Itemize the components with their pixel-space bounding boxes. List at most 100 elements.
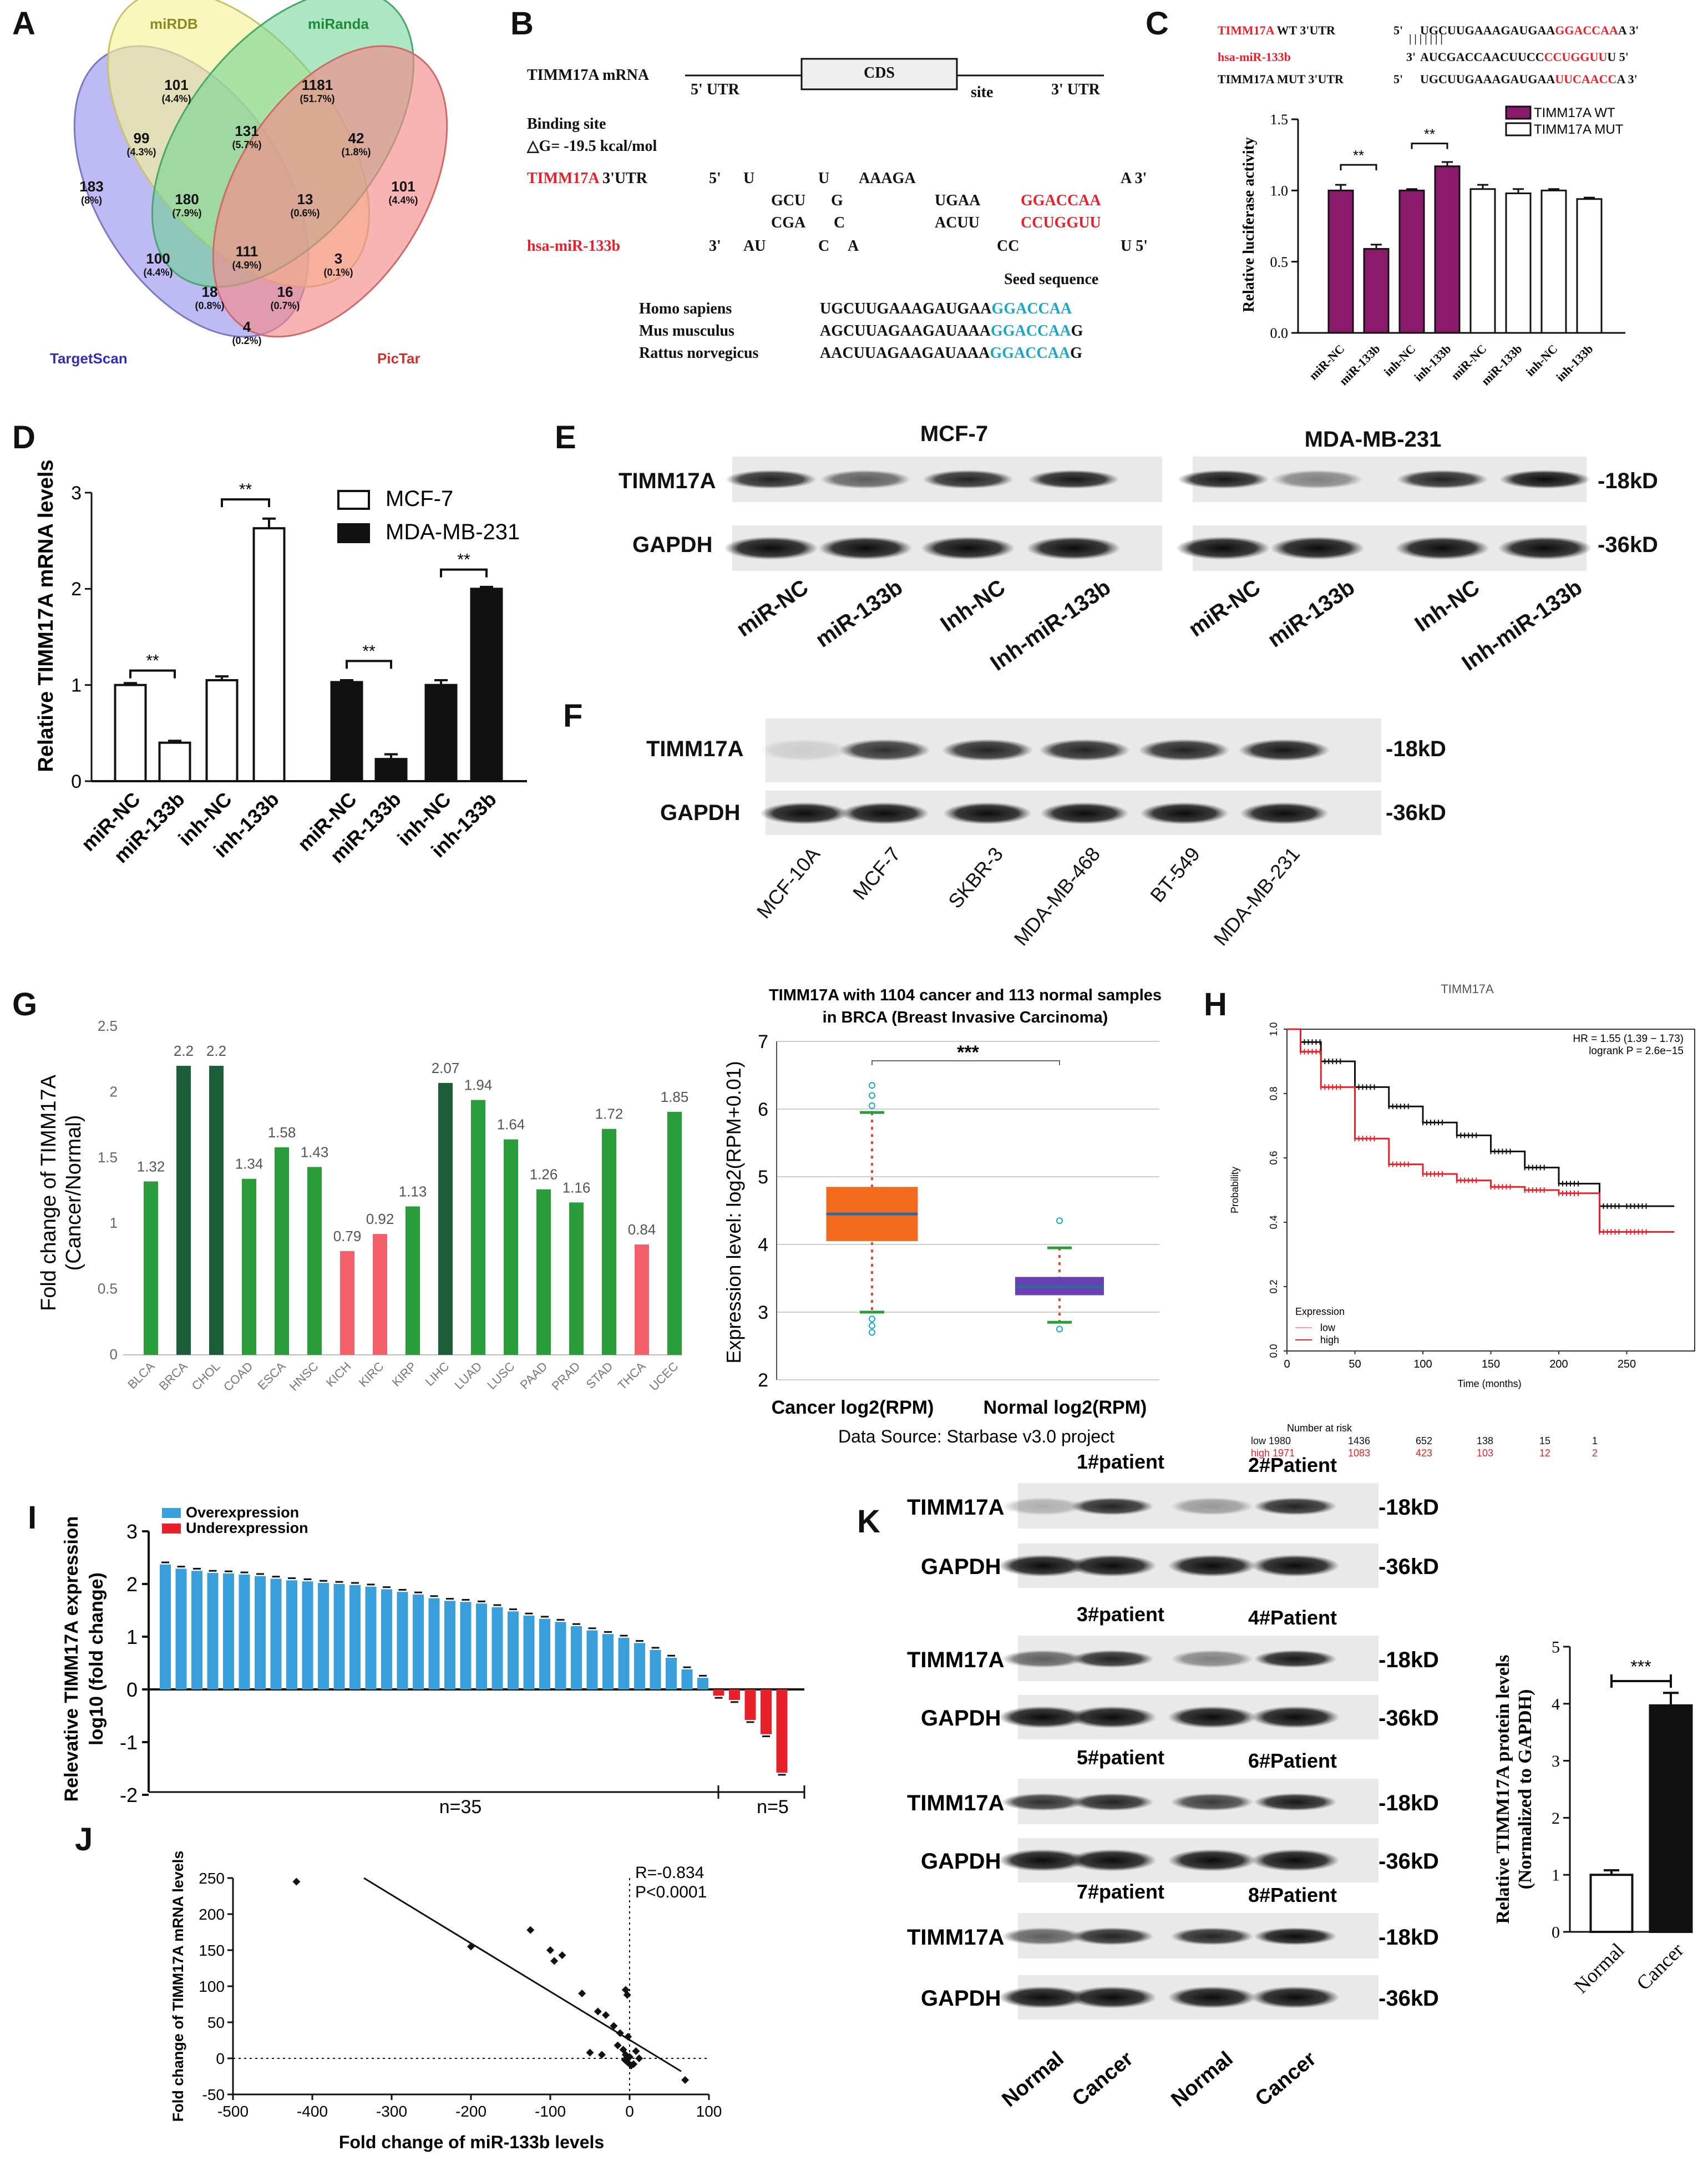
c-seq-post: A 3': [1616, 72, 1637, 86]
f-band-timm17a: [1138, 739, 1230, 761]
c-sig-label: **: [1424, 126, 1435, 143]
k-band-gapdh: [1068, 1849, 1157, 1871]
c-row-tail: WT 3'UTR: [1274, 23, 1336, 37]
g-y-tick-label: 0: [110, 1346, 118, 1363]
panel-label-d: D: [12, 419, 36, 456]
b-l4-a: 3': [709, 237, 721, 255]
c-sig-bracket: [1411, 143, 1448, 149]
k-band-gapdh: [1068, 1555, 1157, 1577]
j-x-tick-label: -500: [217, 2103, 249, 2120]
panel-label-g: G: [12, 986, 37, 1023]
h-risk-value: 1436: [1348, 1435, 1370, 1446]
j-point: [467, 1942, 475, 1951]
h-x-tick: 250: [1618, 1358, 1636, 1370]
f-band-timm17a: [1038, 739, 1131, 761]
i-y-label-2: log10 (fold change): [86, 1572, 107, 1745]
b-seed-title: Seed sequence: [1004, 271, 1098, 288]
f-band-timm17a: [839, 739, 931, 761]
b-mir-label: hsa-miR-133b: [527, 237, 620, 255]
c-row-gene: TIMM17A: [1218, 23, 1275, 37]
venn-region-pct: (4.4%): [388, 195, 418, 206]
g-box-y-tick: 5: [758, 1167, 768, 1188]
i-y-tick-label: 2: [126, 1573, 138, 1596]
c-y-tick-label: 1.0: [1270, 183, 1289, 199]
b-l4-e: CC: [997, 237, 1019, 255]
i-y-tick-label: 0: [126, 1678, 138, 1701]
h-risk-title: Number at risk: [1287, 1423, 1352, 1434]
c-bar: [1576, 198, 1603, 334]
e-band-timm17a: [922, 470, 1014, 489]
c-bar: [1327, 189, 1354, 334]
c-legend-swatch: [1505, 105, 1532, 120]
g-x-label: LUAD: [452, 1359, 484, 1392]
g-bar: [209, 1066, 224, 1355]
j-x-tick-label: -300: [376, 2103, 407, 2120]
i-bar: [381, 1589, 392, 1689]
k-patient-label: 4#Patient: [1248, 1606, 1337, 1629]
h-y-tick: 0.0: [1268, 1344, 1279, 1358]
g-bar: [438, 1082, 453, 1355]
g-x-label: KIRP: [389, 1359, 419, 1389]
k-row-timm17a: TIMM17A: [907, 1925, 1005, 1950]
h-x-tick: 200: [1549, 1358, 1568, 1370]
g-value-label: 1.85: [661, 1089, 689, 1105]
j-point: [292, 1877, 301, 1886]
c-y-tick-label: 0.5: [1270, 254, 1289, 270]
k-band-timm17a: [1001, 1927, 1084, 1945]
g-box-outlier: [869, 1092, 875, 1099]
g-bar: [602, 1128, 616, 1355]
g-bar: [471, 1100, 485, 1355]
c-seq-pre: AUCGACCAACUUCC: [1420, 50, 1544, 64]
k-size-36: -36kD: [1378, 1706, 1439, 1730]
i-bar: [776, 1689, 788, 1773]
venn-region-pct: (1.8%): [341, 146, 371, 158]
g-value-label: 2.2: [174, 1042, 194, 1059]
g-box-y-tick: 4: [758, 1234, 768, 1256]
venn-region-count: 3: [334, 250, 342, 267]
b-l3-c: ACUU: [935, 214, 980, 231]
chart-g-foldchange: 0 0.5 1 1.5 2 2.5 Fold change of TIMM17A (Cance…: [37, 1018, 688, 1394]
b-l1-e: A 3': [1121, 170, 1147, 187]
c-seq-hl: UUCAACC: [1555, 72, 1616, 86]
h-hr: HR = 1.55 (1.39 − 1.73): [1573, 1033, 1684, 1045]
e-row-gapdh: GAPDH: [632, 533, 712, 557]
f-size-36: -36kD: [1386, 801, 1446, 825]
e-band-gapdh: [1270, 537, 1365, 560]
k-bar: [1649, 1704, 1693, 1934]
i-bar: [713, 1689, 724, 1696]
d-y-tick-label: 3: [71, 483, 82, 504]
panel-label-f: F: [563, 698, 582, 734]
k-band-gapdh: [1251, 1986, 1340, 2008]
venn-label-mirdb: miRDB: [150, 16, 198, 32]
k-band-timm17a: [1001, 1650, 1084, 1668]
h-risk-value: 1: [1592, 1435, 1598, 1446]
h-frame: [1286, 1029, 1695, 1352]
g-x-label: COAD: [221, 1359, 256, 1394]
b-seq-seed: GGACCAA: [992, 300, 1072, 317]
k-y-tick-label: 3: [1552, 1752, 1560, 1770]
j-point: [614, 2041, 622, 2049]
k-row-timm17a: TIMM17A: [907, 1495, 1005, 1520]
e-band-timm17a: [1177, 470, 1269, 489]
b-utr5-label: 5' UTR: [691, 81, 740, 98]
j-point: [616, 2029, 624, 2037]
i-bar: [697, 1678, 708, 1689]
f-lane-label: MCF-7: [848, 843, 905, 904]
k-band-timm17a: [1254, 1793, 1337, 1811]
k-band-gapdh: [1168, 1986, 1256, 2008]
g-y-tick-label: 0.5: [98, 1281, 118, 1297]
f-row-gapdh: GAPDH: [660, 801, 740, 825]
g-box-outlier: [869, 1329, 875, 1336]
k-band-gapdh: [1168, 1706, 1256, 1728]
j-x-tick-label: -400: [297, 2103, 328, 2120]
j-point: [550, 1957, 559, 1965]
i-n-label: n=5: [757, 1796, 789, 1818]
d-bar: [205, 679, 239, 782]
i-bar: [460, 1602, 472, 1689]
i-bar: [571, 1626, 582, 1689]
h-risk-value: 652: [1416, 1435, 1432, 1446]
panel-label-h: H: [1204, 986, 1227, 1023]
k-band-timm17a: [1170, 1497, 1254, 1515]
e-band-gapdh: [724, 537, 818, 560]
